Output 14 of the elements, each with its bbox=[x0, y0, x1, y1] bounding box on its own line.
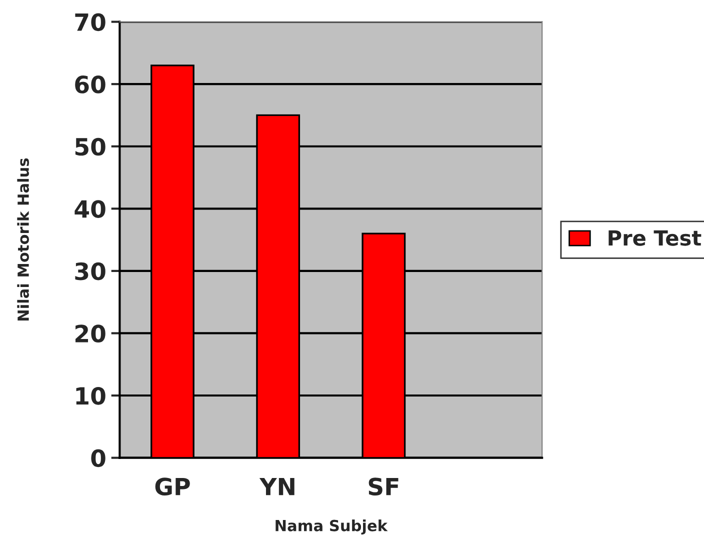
x-axis-title: Nama Subjek bbox=[276, 520, 388, 534]
y-tick-label: 60 bbox=[75, 76, 106, 94]
y-tick-label: 10 bbox=[76, 386, 106, 405]
y-tick-label: 50 bbox=[75, 138, 106, 156]
y-axis-title: Nilai Motorik Halus bbox=[17, 158, 29, 320]
y-tick-label: 30 bbox=[75, 262, 106, 280]
x-tick-label: GP bbox=[155, 478, 190, 496]
y-tick-label: 0 bbox=[91, 449, 106, 468]
y-tick-label: 40 bbox=[74, 200, 106, 218]
y-tick-label: 20 bbox=[75, 324, 106, 343]
y-tick-label: 70 bbox=[75, 13, 106, 32]
x-tick-label: YN bbox=[259, 478, 294, 496]
legend-label: Pre Test bbox=[608, 230, 702, 246]
x-tick-label: SF bbox=[368, 478, 398, 496]
